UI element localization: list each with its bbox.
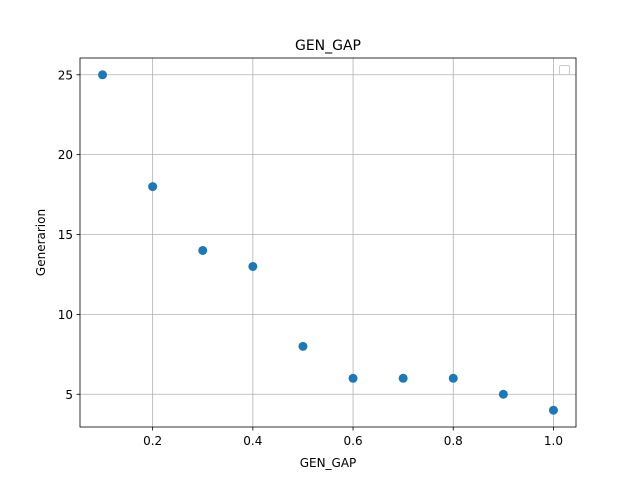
- data-points: [98, 70, 558, 415]
- x-tick-label: 0.4: [243, 434, 262, 448]
- x-tick-label: 0.8: [444, 434, 463, 448]
- y-tick-label: 15: [58, 228, 73, 242]
- chart-title: GEN_GAP: [295, 38, 361, 54]
- y-tick-label: 25: [58, 68, 73, 82]
- y-gridlines: [80, 74, 576, 395]
- data-point: [548, 405, 558, 415]
- y-axis-label: Generarion: [34, 209, 48, 276]
- x-tick-label: 0.2: [143, 434, 162, 448]
- data-point: [198, 245, 208, 255]
- data-point: [148, 182, 158, 192]
- data-point: [398, 373, 408, 383]
- x-tick-label: 1.0: [544, 434, 563, 448]
- data-point: [448, 373, 458, 383]
- x-axis-label: GEN_GAP: [300, 456, 357, 470]
- x-ticks: 0.2 0.4 0.6 0.8 1.0: [143, 427, 563, 448]
- plot-frame: [79, 57, 577, 428]
- y-tick-label: 5: [65, 388, 73, 402]
- data-point: [98, 70, 108, 80]
- data-point: [298, 341, 308, 351]
- x-gridlines: [152, 58, 554, 427]
- plot-area: [80, 58, 576, 427]
- legend-box: [559, 65, 570, 75]
- data-point: [498, 389, 508, 399]
- y-tick-label: 10: [58, 308, 73, 322]
- y-tick-label: 20: [58, 148, 73, 162]
- x-tick-label: 0.6: [344, 434, 363, 448]
- y-ticks: 5 10 15 20 25: [58, 68, 80, 402]
- data-point: [348, 373, 358, 383]
- data-point: [248, 261, 258, 271]
